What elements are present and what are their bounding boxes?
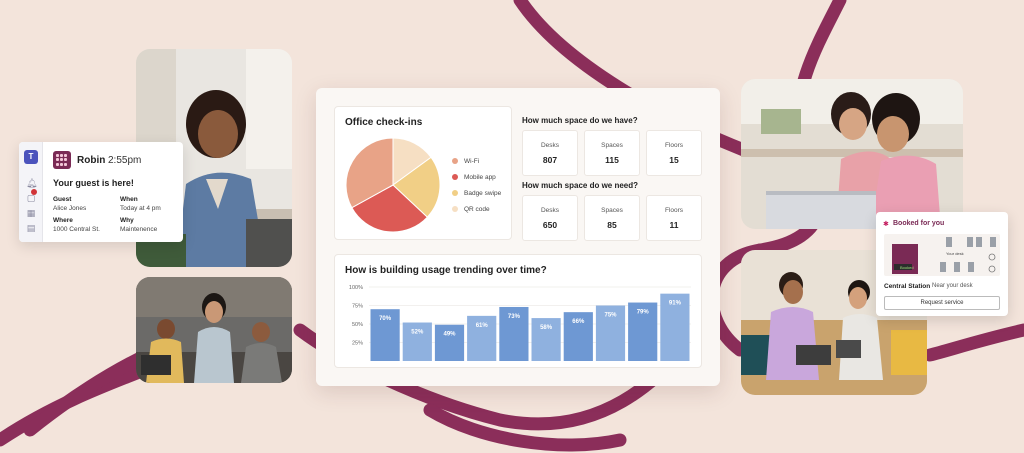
photo-mother-and-daughter [741, 79, 963, 229]
desk-map[interactable]: Your desk Booked [884, 234, 1000, 276]
bar [434, 324, 465, 361]
y-tick-label: 25% [352, 341, 363, 347]
legend-swatch [452, 174, 458, 180]
booked-status: Booked [900, 265, 914, 270]
bar [660, 293, 690, 361]
stat-label: Desks [540, 142, 560, 149]
bar-value-label: 58% [540, 325, 553, 331]
why-label: Why [120, 217, 134, 224]
station-location: Near your desk [932, 283, 973, 289]
calendar-icon[interactable]: ▦ [26, 208, 36, 218]
stat-floors-have: Floors 15 [646, 130, 702, 176]
stat-label: Spaces [601, 207, 623, 214]
bar-value-label: 61% [476, 323, 489, 329]
bar-value-label: 49% [443, 332, 456, 338]
teams-sidebar: T 🔔︎ ▢ ▦ ▤ [19, 142, 43, 242]
stat-desks-have: Desks 807 [522, 130, 578, 176]
pie-slice-wi-fi [345, 137, 394, 209]
checkins-pie-chart [345, 137, 441, 233]
photo-team-collaborating [136, 277, 292, 383]
teams-notification-card: T 🔔︎ ▢ ▦ ▤ Robin 2:55pm Your guest is he… [19, 142, 183, 242]
bar-value-label: 91% [669, 301, 682, 307]
files-icon[interactable]: ▤ [26, 223, 36, 233]
bar [531, 318, 561, 361]
bar-value-label: 66% [572, 319, 585, 325]
legend-label: Badge swipe [464, 190, 502, 197]
legend-swatch [452, 190, 458, 196]
legend-swatch [452, 158, 458, 164]
stat-label: Floors [664, 142, 684, 149]
sender-name: Robin [77, 155, 106, 166]
where-label: Where [53, 217, 73, 224]
legend-label: Wi-Fi [464, 158, 480, 165]
message-time: 2:55pm [108, 155, 142, 166]
stat-floors-need: Floors 11 [646, 195, 702, 241]
pie-slice-mobile-app [351, 184, 428, 233]
space-need-title: How much space do we need? [522, 181, 639, 190]
checkins-panel: Office check-ins Wi-Fi Mobile app Badge sw… [334, 106, 512, 240]
usage-title: How is building usage trending over time… [345, 265, 547, 276]
checkins-title: Office check-ins [345, 117, 423, 128]
teams-icon[interactable]: T [24, 150, 38, 164]
chat-icon[interactable]: ▢ [26, 193, 36, 203]
stat-spaces-have: Spaces 115 [584, 130, 640, 176]
robin-logo-icon [53, 151, 71, 169]
bar [402, 322, 432, 361]
when-value: Today at 4 pm [120, 205, 161, 212]
request-service-button[interactable]: Request service [884, 296, 1000, 310]
sparkle-icon: ✱ [883, 221, 889, 228]
stat-spaces-need: Spaces 85 [584, 195, 640, 241]
guest-value: Alice Jones [53, 205, 87, 212]
legend-item: Mobile app [452, 173, 496, 183]
your-desk-label: Your desk [946, 251, 964, 256]
stat-label: Floors [664, 207, 684, 214]
why-value: Maintenence [120, 226, 158, 233]
bar-value-label: 70% [379, 316, 392, 322]
legend-label: QR code [464, 206, 490, 213]
legend-item: QR code [452, 205, 490, 215]
y-tick-label: 75% [352, 304, 363, 310]
legend-label: Mobile app [464, 174, 496, 181]
stat-label: Desks [540, 207, 560, 214]
bar-value-label: 52% [411, 330, 424, 336]
where-value: 1000 Central St. [53, 226, 100, 233]
pie-slice-badge-swipe [392, 156, 441, 218]
bar [563, 312, 593, 361]
bar [595, 305, 626, 361]
space-have-title: How much space do we have? [522, 116, 638, 125]
stat-value: 115 [605, 155, 619, 165]
stat-value: 650 [542, 220, 558, 230]
booked-desk-card: ✱ Booked for you Your desk Booked Centra… [876, 212, 1008, 316]
legend-swatch [452, 206, 458, 212]
station-name: Central Station [884, 283, 931, 290]
bar-value-label: 79% [637, 310, 650, 316]
stat-value: 15 [669, 155, 679, 165]
bar [370, 309, 400, 361]
booked-title: Booked for you [893, 220, 945, 227]
notification-message: Your guest is here! [53, 178, 134, 188]
legend-item: Badge swipe [452, 189, 501, 199]
notification-badge [31, 189, 37, 195]
usage-panel: How is building usage trending over time… [334, 254, 702, 368]
bar [628, 302, 658, 361]
bar [467, 315, 497, 361]
bar-value-label: 75% [604, 313, 617, 319]
bell-icon[interactable]: 🔔︎ [26, 178, 38, 188]
stat-value: 807 [542, 155, 558, 165]
analytics-dashboard: Office check-ins Wi-Fi Mobile app Badge sw… [316, 88, 720, 386]
legend-item: Wi-Fi [452, 157, 479, 167]
usage-bar-chart: 100% 75% 50% 25% 70% 52% 49% 61% 73% 58% 66% 75% 79%… [349, 285, 691, 361]
guest-label: Guest [53, 196, 72, 203]
stat-value: 85 [607, 220, 617, 230]
y-tick-label: 50% [352, 322, 363, 328]
y-tick-label: 100% [349, 285, 363, 291]
stat-label: Spaces [601, 142, 623, 149]
bar-value-label: 73% [508, 314, 521, 320]
bar [499, 306, 529, 361]
photo-coworkers-on-couch [741, 250, 927, 395]
when-label: When [120, 196, 138, 203]
stat-desks-need: Desks 650 [522, 195, 578, 241]
stat-value: 11 [669, 220, 679, 230]
